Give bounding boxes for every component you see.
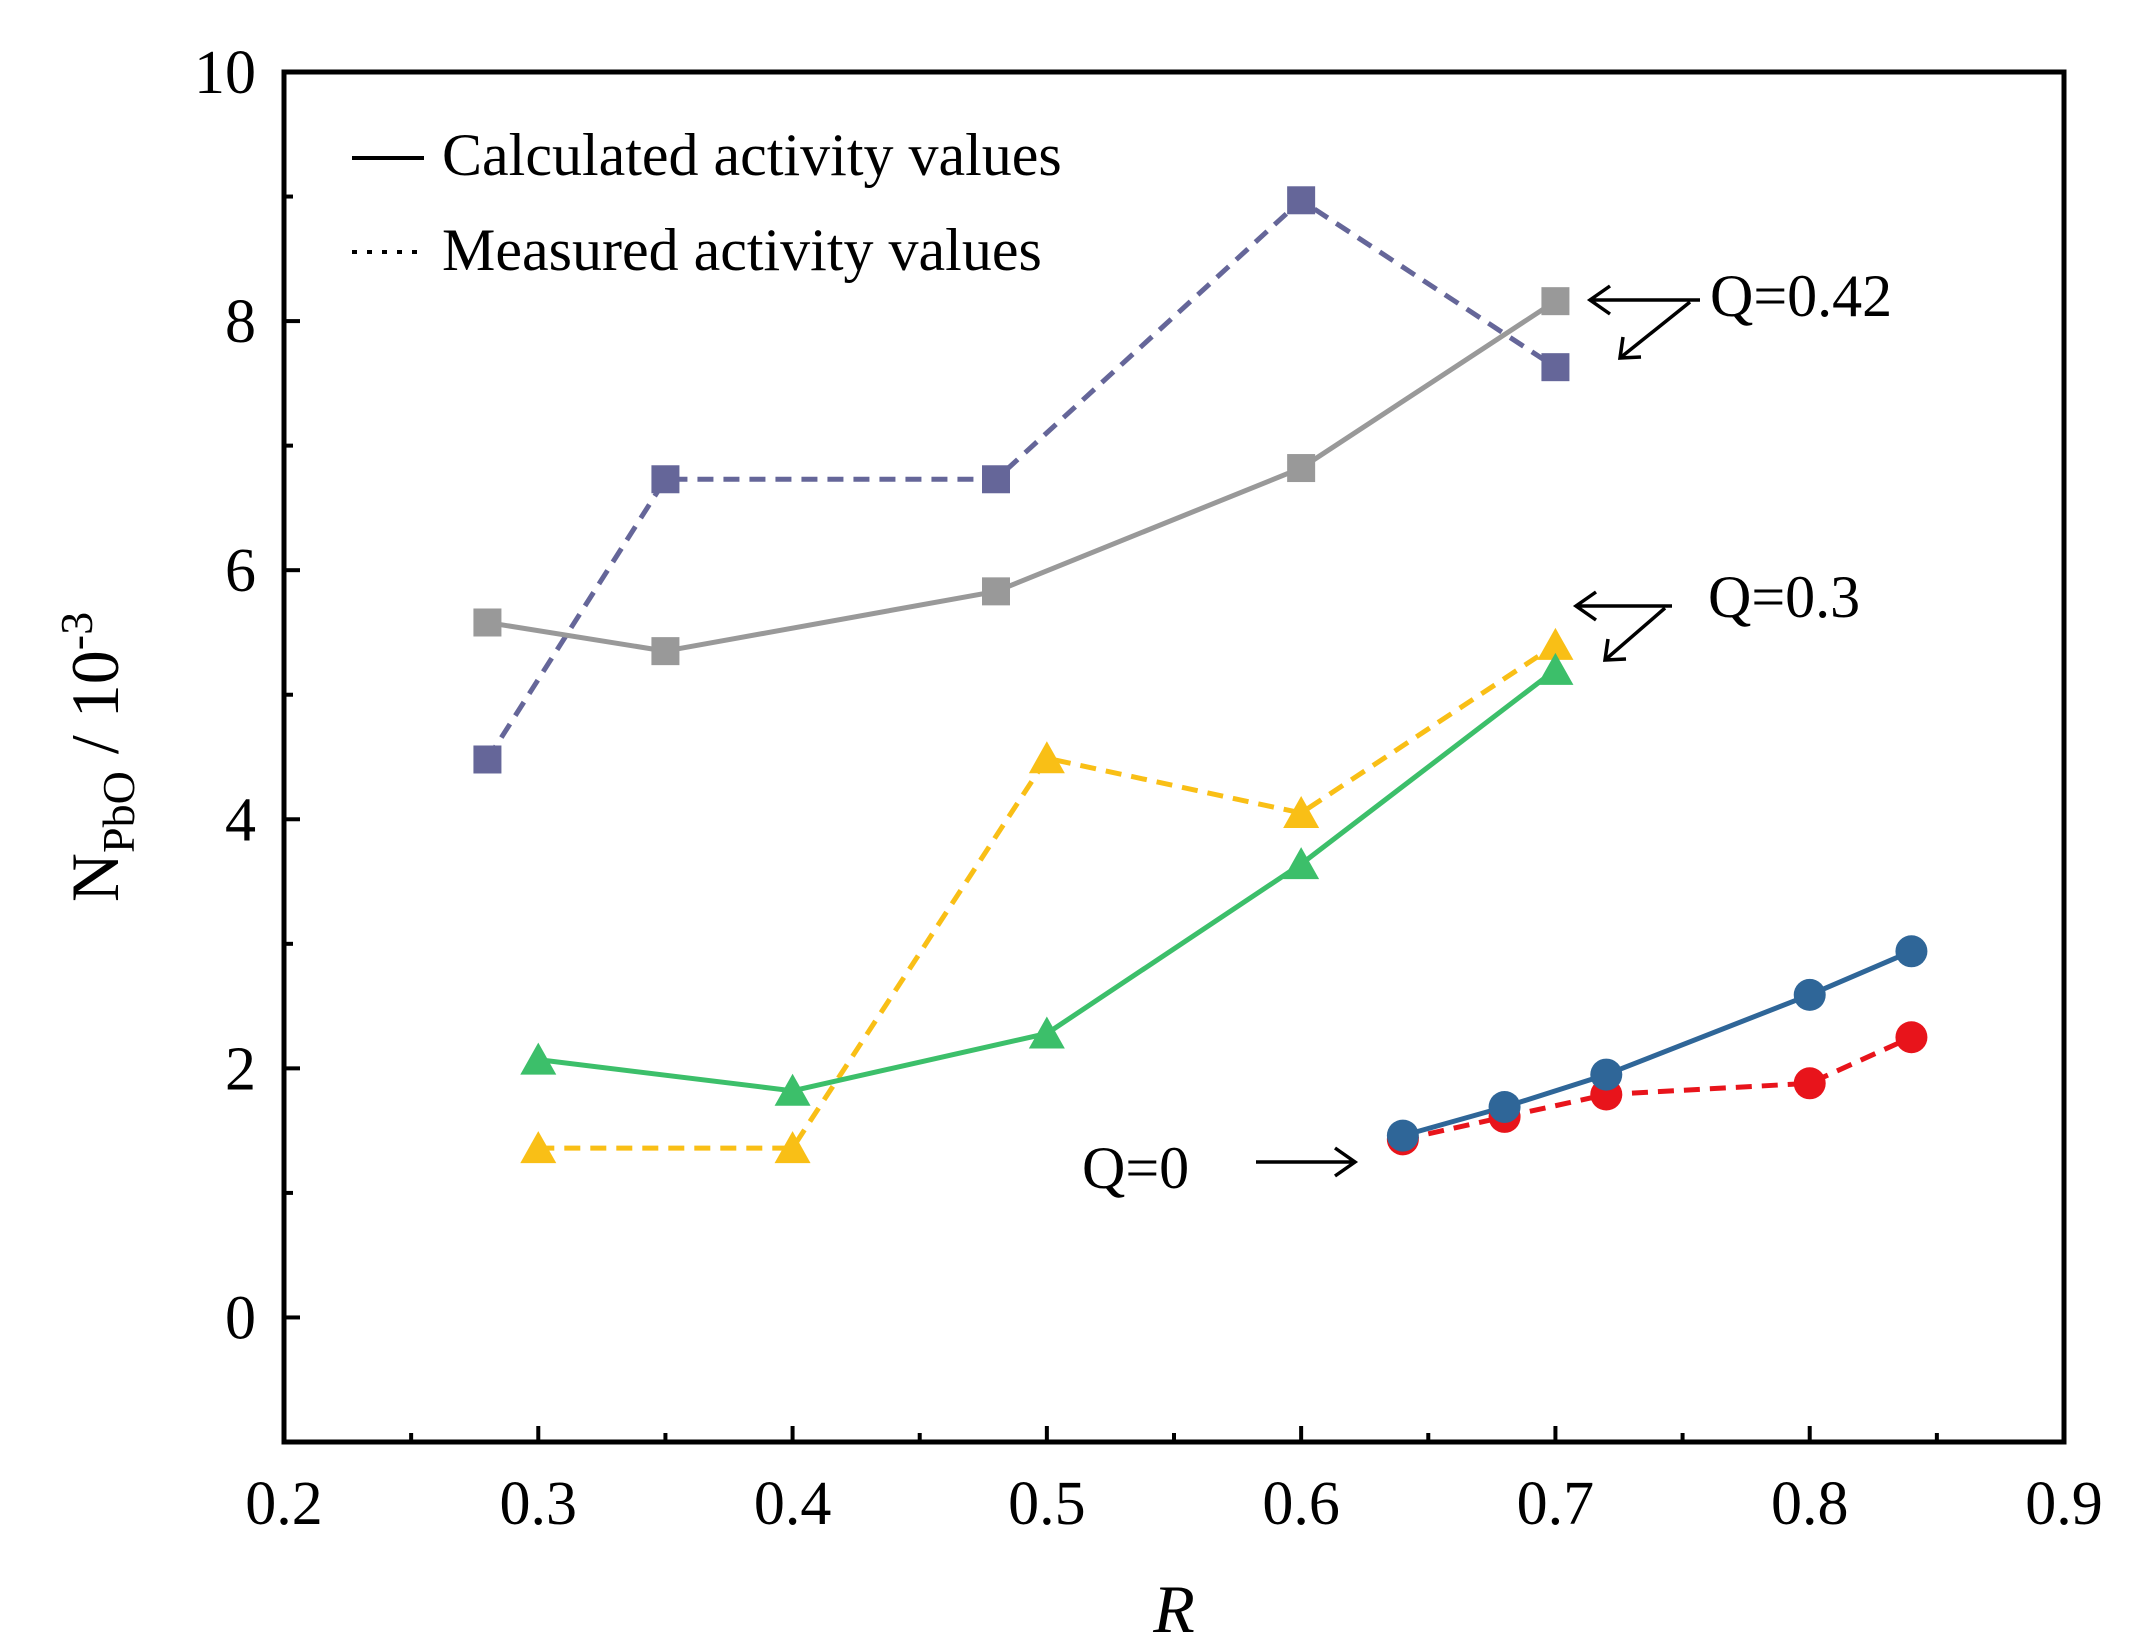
marker-q-0-3-calculated-3 [1283, 847, 1320, 880]
marker-q-0-calculated-0 [1386, 1119, 1419, 1152]
marker-layer [473, 186, 1928, 1164]
marker-q-0-42-calculated-1 [651, 637, 680, 666]
marker-q-0-3-measured-4 [1537, 627, 1574, 660]
marker-q-0-3-calculated-2 [1028, 1016, 1065, 1049]
marker-q-0-42-measured-1 [651, 465, 680, 494]
marker-q-0-3-calculated-0 [520, 1042, 557, 1075]
marker-q-0-calculated-4 [1895, 935, 1928, 968]
annotation-q0-arrow [1256, 1146, 1359, 1178]
y-tick-label-0: 0 [225, 1284, 256, 1352]
x-tick-label-0: 0.2 [245, 1470, 323, 1538]
series-layer [485, 197, 1913, 1151]
marker-q-0-42-measured-0 [473, 745, 502, 774]
annotation-q0: Q=0 [1082, 1135, 1359, 1201]
marker-q-0-3-measured-0 [520, 1131, 557, 1164]
annotation-q042: Q=0.42 [1586, 263, 1892, 360]
y-axis-title-sub: PbO [93, 771, 144, 853]
marker-q-0-42-measured-2 [982, 465, 1010, 494]
legend: Calculated activity values Measured acti… [352, 122, 1062, 283]
marker-q-0-calculated-3 [1793, 978, 1826, 1011]
marker-q-0-42-calculated-0 [473, 608, 502, 637]
annotation-q042-label: Q=0.42 [1710, 263, 1892, 329]
y-tick-label-4: 8 [225, 288, 256, 356]
x-tick-label-6: 0.8 [1771, 1470, 1849, 1538]
marker-q-0-42-calculated-4 [1541, 287, 1570, 316]
y-axis-title-exp: -3 [51, 612, 102, 650]
annotation-q0-label: Q=0 [1082, 1135, 1189, 1201]
y-axis-title-unit: / 10 [57, 650, 133, 771]
series-line-q-0-calculated [1402, 949, 1913, 1139]
marker-q-0-3-measured-2 [1028, 741, 1065, 774]
x-tick-label-2: 0.4 [754, 1470, 832, 1538]
x-tick-label-3: 0.5 [1008, 1470, 1086, 1538]
x-tick-label-5: 0.7 [1517, 1470, 1595, 1538]
y-tick-label-2: 4 [225, 786, 256, 854]
legend-label-measured: Measured activity values [442, 217, 1042, 283]
annotation-q03: Q=0.3 [1572, 564, 1860, 662]
marker-q-0-42-calculated-3 [1287, 454, 1316, 483]
marker-q-0-measured-3 [1793, 1067, 1826, 1100]
x-tick-label-1: 0.3 [500, 1470, 578, 1538]
y-axis-title: NPbO / 10-3 [51, 612, 144, 902]
series-line-q-0-3-measured [538, 642, 1557, 1151]
marker-q-0-calculated-1 [1488, 1090, 1521, 1123]
marker-q-0-3-calculated-1 [774, 1073, 811, 1106]
x-tick-label-4: 0.6 [1262, 1470, 1340, 1538]
annotation-q03-label: Q=0.3 [1708, 564, 1860, 630]
y-axis-title-main: N [57, 853, 133, 902]
series-line-q-0-42-measured [485, 197, 1557, 761]
annotation-q03-arrow [1572, 590, 1672, 662]
marker-q-0-3-measured-3 [1283, 796, 1320, 829]
marker-q-0-42-calculated-2 [982, 577, 1010, 606]
y-tick-label-3: 6 [225, 537, 256, 605]
axis-layer: 0.2 0.3 0.4 0.5 0.6 0.7 0.8 0.9 0 2 4 6 8 10 [194, 39, 2103, 1538]
series-line-q-0-42-calculated [487, 299, 1557, 654]
legend-label-calculated: Calculated activity values [442, 122, 1062, 188]
marker-q-0-42-measured-4 [1541, 353, 1570, 382]
annotation-q042-arrow [1586, 284, 1700, 360]
x-axis-title: R [1152, 1571, 1195, 1647]
marker-q-0-42-measured-3 [1287, 186, 1316, 215]
y-tick-label-1: 2 [225, 1035, 256, 1103]
marker-q-0-measured-4 [1895, 1021, 1928, 1054]
y-tick-label-5: 10 [194, 39, 256, 107]
marker-q-0-calculated-2 [1590, 1058, 1623, 1091]
x-tick-label-7: 0.9 [2025, 1470, 2103, 1538]
marker-q-0-3-measured-1 [774, 1131, 811, 1164]
marker-q-0-3-calculated-4 [1537, 652, 1574, 685]
